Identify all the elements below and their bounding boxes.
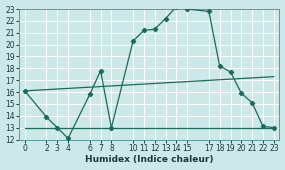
X-axis label: Humidex (Indice chaleur): Humidex (Indice chaleur) — [85, 155, 213, 164]
